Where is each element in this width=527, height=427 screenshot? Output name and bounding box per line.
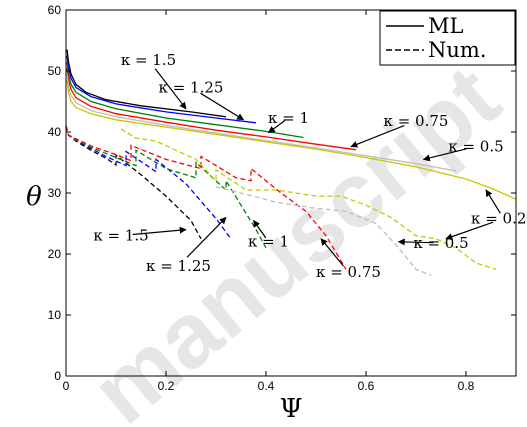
series-dashed-kappa-1_25 [65, 125, 232, 240]
annotation-label: κ = 0.75 [384, 112, 449, 130]
x-axis-label: Ψ [280, 394, 303, 424]
annotation-arrow [350, 124, 405, 148]
y-tick-label: 10 [48, 308, 62, 322]
series-solid-kappa-1_5 [66, 49, 227, 118]
y-axis-label: θ [26, 182, 42, 212]
series-solid-kappa-1 [66, 61, 304, 139]
series-dashed-kappa-0_5 [215, 186, 432, 277]
annotation-arrow [445, 221, 494, 240]
annotation-arrow [397, 238, 434, 246]
annotation-label: κ = 0.25 [471, 210, 527, 228]
legend-label: Num. [428, 38, 487, 62]
x-tick-label: 0 [63, 379, 70, 393]
annotation-label: κ = 1.25 [159, 78, 224, 96]
series-solid-kappa-0_25 [66, 80, 517, 200]
annotation-label: κ = 1.25 [146, 257, 211, 275]
y-tick-label: 40 [48, 125, 62, 139]
series-solid-kappa-0_5 [66, 74, 457, 172]
annotation-label: κ = 0.75 [316, 263, 381, 281]
y-tick-label: 50 [48, 64, 62, 78]
legend-label: ML [428, 14, 464, 38]
y-tick-label: 30 [48, 186, 62, 200]
annotation-arrow [132, 226, 187, 236]
y-tick-label: 60 [48, 3, 62, 17]
annotation-label: κ = 0.5 [448, 138, 503, 156]
x-tick-label: 0.8 [458, 379, 475, 393]
x-tick-label: 0.6 [358, 379, 375, 393]
annotation-arrow [320, 238, 345, 267]
annotation-label: κ = 1.5 [93, 227, 148, 245]
legend-box [379, 10, 516, 66]
annotation-arrow [186, 216, 227, 258]
y-tick-label: 0 [54, 369, 61, 383]
annotation-label: κ = 1 [248, 233, 289, 251]
x-tick-label: 0.4 [258, 379, 275, 393]
series-dashed-kappa-1 [65, 125, 267, 249]
annotation-arrow [253, 219, 267, 239]
annotation-label: κ = 1.5 [121, 51, 176, 69]
series-dashed-kappa-1_5 [65, 125, 202, 240]
annotation-label: κ = 0.5 [413, 234, 468, 252]
annotation-label: κ = 1 [268, 109, 309, 127]
y-tick-label: 20 [48, 247, 62, 261]
annotation-arrow [485, 189, 501, 214]
plot-area [65, 49, 517, 277]
series-solid-kappa-0_75 [66, 67, 357, 151]
annotation-arrow [422, 148, 467, 162]
x-tick-label: 0.2 [158, 379, 175, 393]
annotation-arrow [200, 92, 245, 121]
axis-ticks: 0 0.2 0.4 0.6 0.8 0 10 20 30 40 50 60 [48, 3, 516, 393]
series-dashed-kappa-0_25 [120, 128, 497, 270]
series-dashed-kappa-0_75 [65, 125, 347, 270]
annotation-arrow [154, 68, 187, 110]
annotation-arrow [267, 120, 286, 134]
